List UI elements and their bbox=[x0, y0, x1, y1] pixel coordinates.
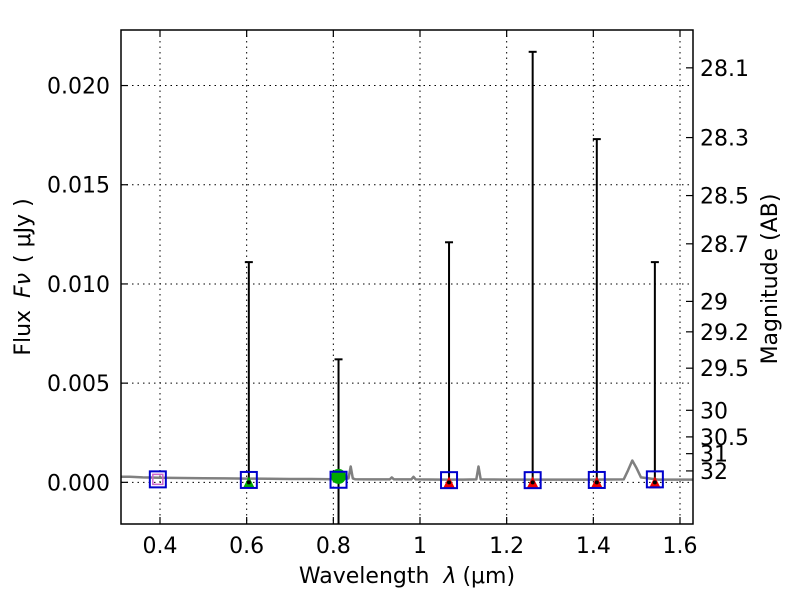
model-photometry-square bbox=[587, 470, 606, 489]
x-tick-label: 0.6 bbox=[229, 534, 264, 559]
markers bbox=[148, 468, 664, 490]
y-axis-title: FluxFν( μJy ) bbox=[11, 198, 36, 355]
spectrum-line bbox=[121, 459, 693, 481]
magnitude-tick-label: 28.3 bbox=[700, 127, 749, 152]
magnitude-tick-label: 29.2 bbox=[700, 321, 749, 346]
magnitude-tick-label: 30 bbox=[700, 399, 728, 424]
x-tick-label: 1 bbox=[413, 534, 427, 559]
y-tick-label: 0.000 bbox=[47, 471, 110, 496]
y-tick-label: 0.020 bbox=[47, 75, 110, 100]
model-photometry-square bbox=[645, 470, 664, 489]
observation-center-dot bbox=[530, 480, 535, 485]
magnitude-tick-label: 31 bbox=[700, 443, 728, 468]
x-tick-label: 0.8 bbox=[316, 534, 351, 559]
x-tick-label: 1.2 bbox=[489, 534, 524, 559]
model-spectrum bbox=[121, 459, 693, 481]
model-photometry-square bbox=[329, 470, 348, 489]
y-tick-label: 0.010 bbox=[47, 273, 110, 298]
magnitude-tick-label: 28.1 bbox=[700, 57, 749, 82]
x-axis-title: Wavelength λ (μm) bbox=[299, 564, 515, 589]
observation-center-dot bbox=[652, 480, 657, 485]
model-photometry-inner bbox=[152, 473, 164, 486]
plot-frame bbox=[120, 29, 694, 525]
model-photometry-square bbox=[523, 471, 542, 490]
magnitude-tick-label: 32 bbox=[700, 460, 728, 485]
model-photometry-square bbox=[239, 470, 258, 489]
observation-center-dot bbox=[594, 480, 599, 485]
y2-axis-title: Magnitude (AB) bbox=[758, 194, 783, 365]
observation-center-dot bbox=[447, 480, 452, 485]
model-photometry-square bbox=[440, 471, 459, 490]
magnitude-tick-label: 28.7 bbox=[700, 233, 749, 258]
magnitude-tick-label: 30.5 bbox=[700, 426, 749, 451]
grid bbox=[121, 30, 693, 524]
magnitude-tick-label: 28.5 bbox=[700, 185, 749, 210]
x-tick-label: 1.4 bbox=[576, 534, 611, 559]
magnitude-tick-label: 29.5 bbox=[700, 357, 749, 382]
magnitude-tick-label: 29 bbox=[700, 290, 728, 315]
error-bars bbox=[244, 50, 659, 524]
axes: 0.4 0.6 0.8 1 1.2 1.4 1.6 0.000 0.005 0.010 0.015 0… bbox=[47, 30, 749, 559]
observation-center-dot bbox=[246, 480, 251, 485]
x-tick-label: 1.6 bbox=[663, 534, 698, 559]
y-tick-label: 0.005 bbox=[47, 372, 110, 397]
model-photometry-square bbox=[148, 470, 167, 489]
x-tick-label: 0.4 bbox=[143, 534, 178, 559]
y-tick-label: 0.015 bbox=[47, 174, 110, 199]
